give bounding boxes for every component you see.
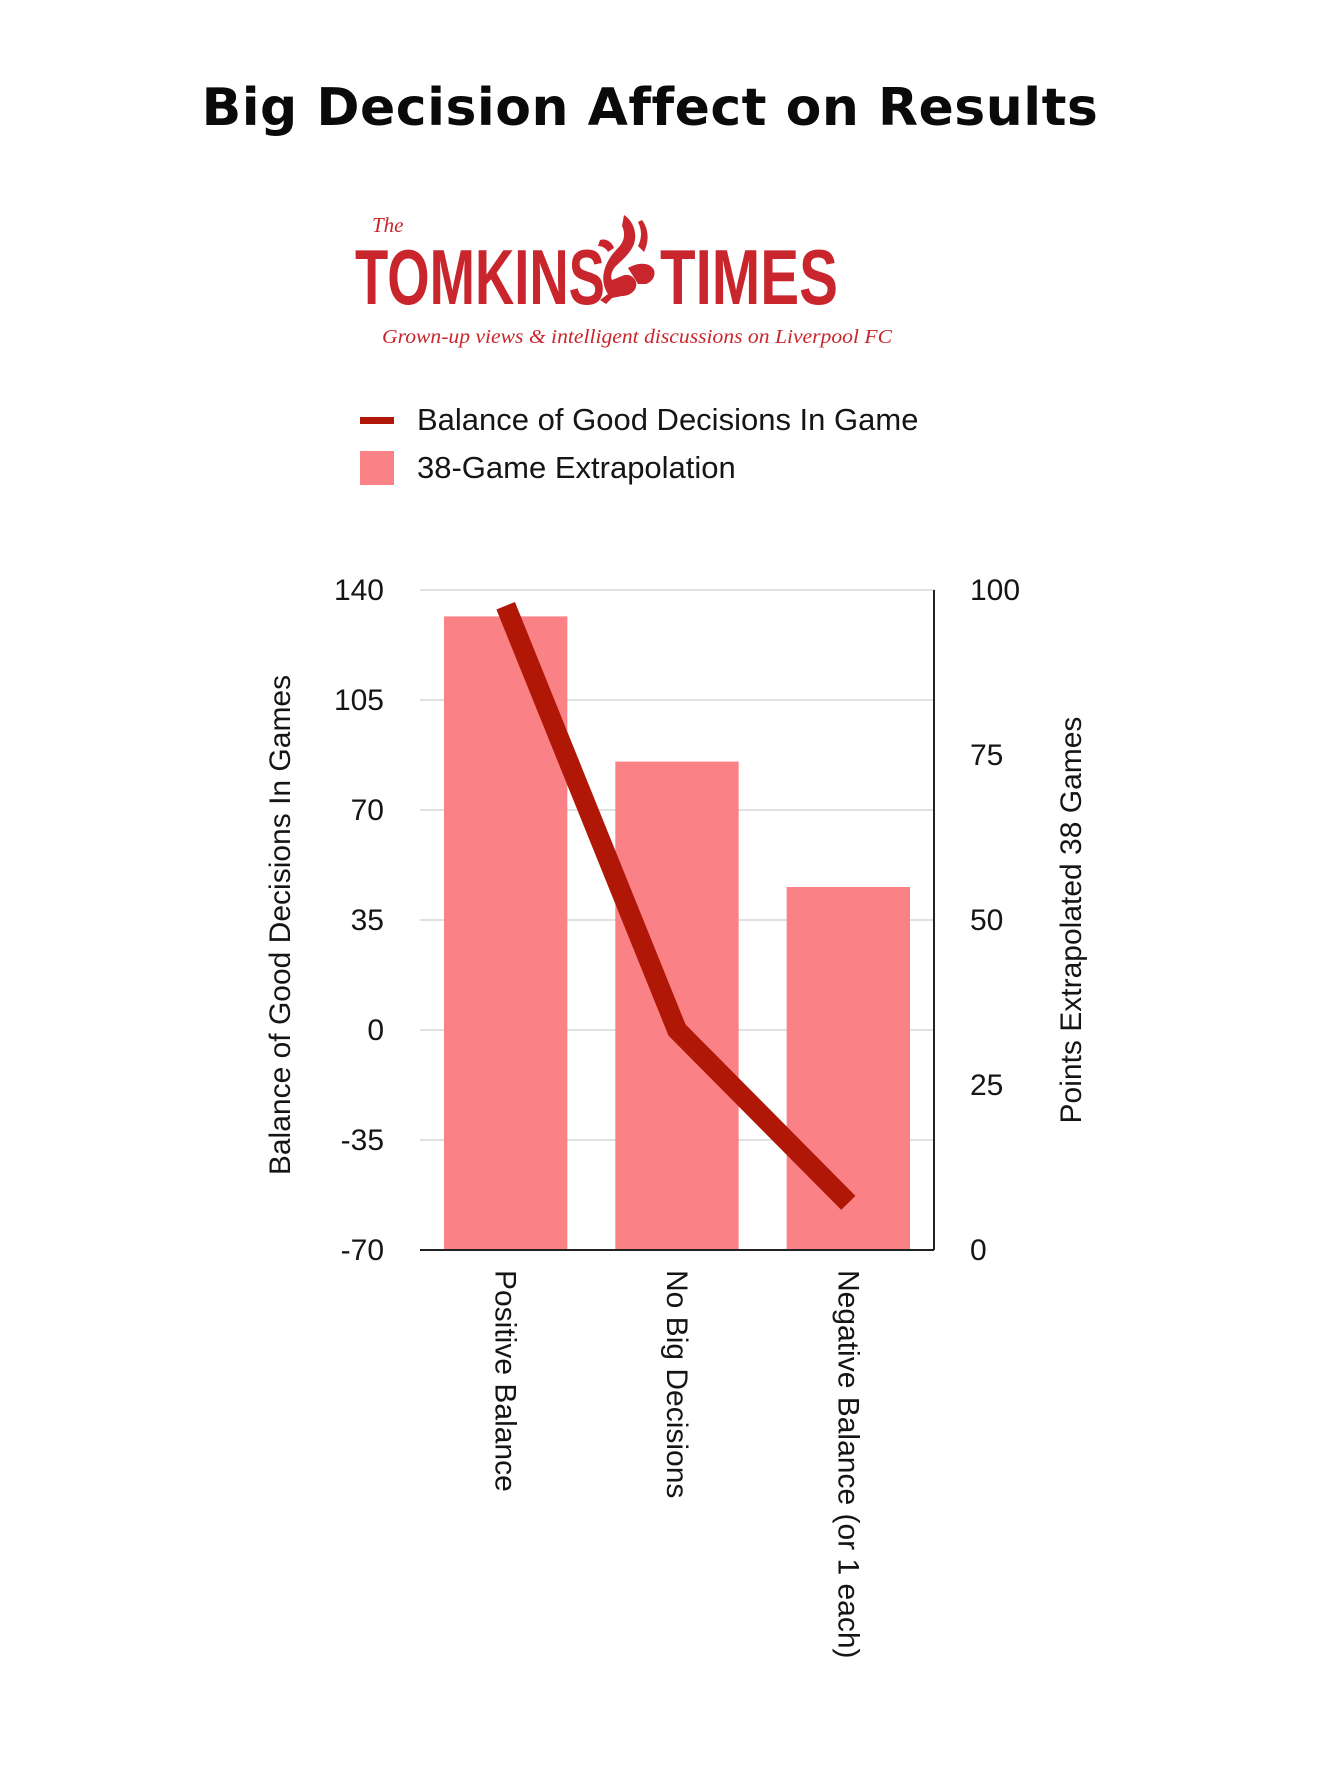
left-axis-title: Balance of Good Decisions In Games [264,675,297,1175]
legend-label-line: Balance of Good Decisions In Game [417,402,919,437]
legend-item-line: Balance of Good Decisions In Game [360,400,918,440]
logo-right-word: TIMES [660,233,838,321]
tomkins-times-logo: The TOMKINS TIMES Grown-up views & intel… [355,210,893,360]
category-label: Positive Balance [489,1270,522,1492]
left-tick-label: 140 [334,574,384,607]
right-tick-label: 100 [970,574,1020,607]
right-tick-label: 50 [970,904,1003,937]
left-tick-label: 105 [334,684,384,717]
legend-line-swatch [360,416,394,424]
left-tick-label: -35 [341,1124,384,1157]
right-tick-label: 0 [970,1234,987,1267]
logo-the-text: The [372,213,404,237]
left-tick-label: 70 [351,794,384,827]
logo-left-word: TOMKINS [355,233,605,321]
legend-bar-swatch [360,451,394,485]
left-tick-label: 35 [351,904,384,937]
category-label: No Big Decisions [660,1270,693,1498]
axes [420,590,935,1251]
right-axis-title: Points Extrapolated 38 Games [1055,717,1088,1124]
axis-labels: 140 105 70 35 0 -35 -70 100 75 50 25 0 Balance of Go… [264,574,1088,1659]
left-tick-label: -70 [341,1234,384,1267]
legend-item-bar: 38-Game Extrapolation [360,448,736,488]
liver-bird-icon [598,215,655,304]
logo-tagline: Grown-up views & intelligent discussions… [382,326,893,348]
category-label: Negative Balance (or 1 each) [831,1270,864,1659]
legend-label-bar: 38-Game Extrapolation [417,450,736,485]
chart-title: Big Decision Affect on Results [201,78,1099,138]
left-tick-label: 0 [367,1014,384,1047]
line-series [496,601,856,1210]
line-series-path [496,601,856,1210]
right-tick-label: 25 [970,1069,1003,1102]
chart-legend: Balance of Good Decisions In Game 38-Gam… [360,400,1000,500]
bars [443,616,911,1250]
right-tick-label: 75 [970,739,1003,772]
